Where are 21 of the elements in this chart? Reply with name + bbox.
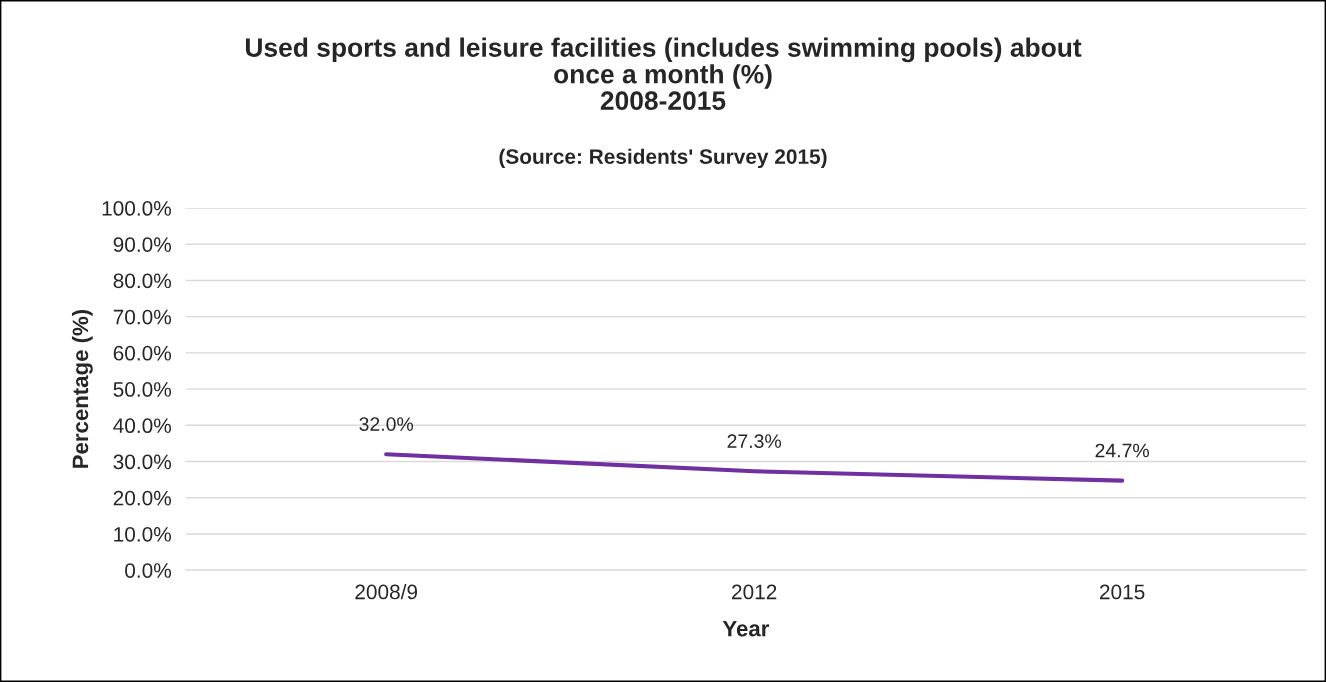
y-tick-label: 0.0% bbox=[125, 563, 172, 578]
y-tick-label: 100.0% bbox=[102, 201, 172, 216]
y-tick-label: 10.0% bbox=[114, 526, 172, 542]
y-tick-label: 30.0% bbox=[113, 454, 172, 470]
data-label: 27.3% bbox=[727, 434, 782, 448]
data-label: 32.0% bbox=[359, 417, 414, 431]
y-tick-label: 60.0% bbox=[113, 345, 172, 361]
y-tick-label: 90.0% bbox=[113, 237, 172, 252]
x-tick-label: 2015 bbox=[1100, 584, 1145, 600]
x-tick-label: 2012 bbox=[732, 584, 777, 600]
chart-subtitle: (Source: Residents' Survey 2015) bbox=[499, 148, 827, 169]
y-tick-label: 40.0% bbox=[113, 418, 172, 434]
y-axis-title: Percentage (%) bbox=[71, 309, 93, 468]
y-tick-label: 20.0% bbox=[113, 490, 172, 506]
y-tick-label: 70.0% bbox=[113, 309, 172, 325]
data-label: 24.7% bbox=[1095, 443, 1149, 458]
y-tick-label: 80.0% bbox=[113, 273, 172, 289]
x-tick-label: 2008/9 bbox=[355, 584, 418, 600]
x-axis-title: Year bbox=[722, 620, 770, 637]
chart-title: Used sports and leisure facilities (includes swimming pools) about once a month (%) 2008-2015 bbox=[245, 37, 1082, 111]
y-tick-label: 50.0% bbox=[113, 382, 172, 397]
